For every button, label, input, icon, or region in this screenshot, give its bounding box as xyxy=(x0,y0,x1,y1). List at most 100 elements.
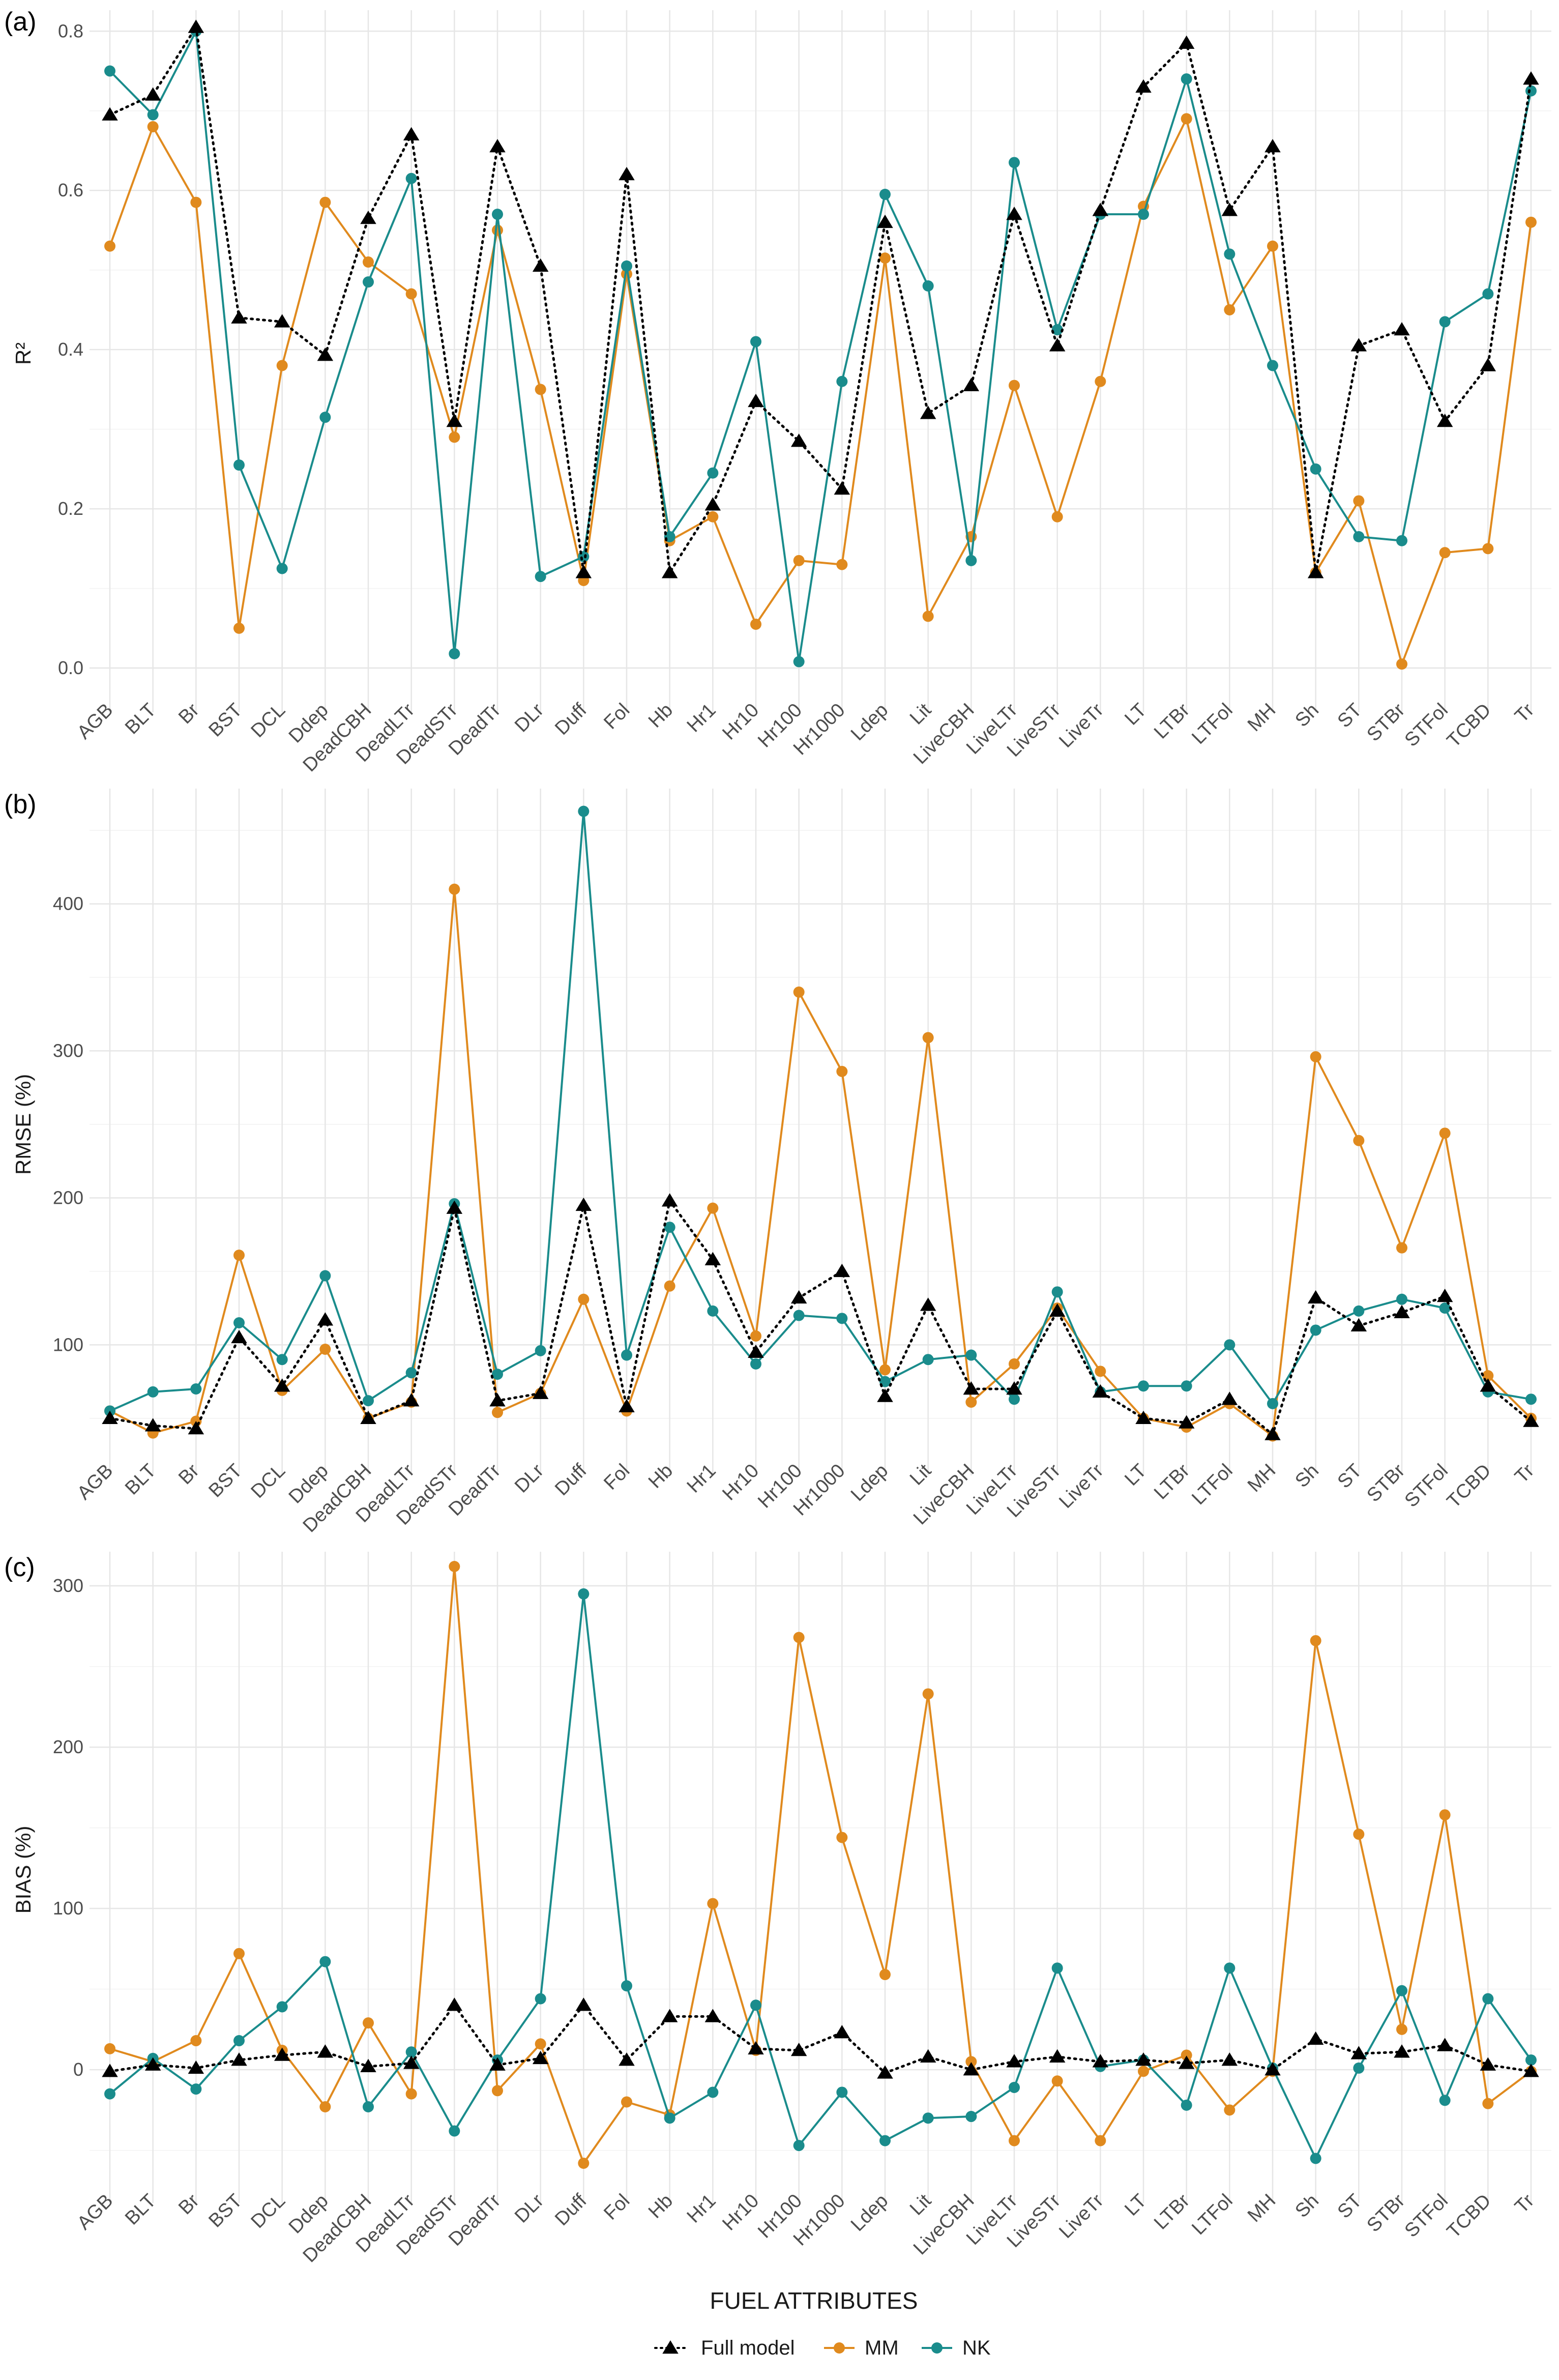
point-mm xyxy=(836,1066,848,1077)
point-nk xyxy=(621,1980,632,1992)
point-full-model xyxy=(1394,2044,1410,2058)
x-tick-label: Br xyxy=(174,2190,203,2219)
point-full-model xyxy=(619,2052,635,2066)
point-full-model xyxy=(1264,2062,1281,2076)
point-full-model xyxy=(1049,338,1066,352)
x-tick-label: DCL xyxy=(247,1460,289,1502)
point-mm xyxy=(793,1632,805,1643)
x-tick-label: Tr xyxy=(1511,699,1538,727)
legend-marker-mm xyxy=(834,2342,845,2354)
series-line-full-model xyxy=(108,2004,1533,2074)
point-nk xyxy=(1009,1394,1020,1405)
series-line-nk xyxy=(109,30,1532,663)
point-nk xyxy=(965,2111,977,2123)
point-nk xyxy=(836,375,848,387)
point-nk xyxy=(793,656,805,667)
point-full-model xyxy=(1264,139,1281,153)
x-tick-label: ST xyxy=(1334,2190,1366,2223)
point-mm xyxy=(147,121,159,133)
point-full-model xyxy=(446,1200,463,1214)
point-mm xyxy=(578,1293,590,1305)
point-full-model xyxy=(748,393,764,408)
x-tick-label: DLr xyxy=(511,699,548,736)
point-mm xyxy=(405,288,417,300)
point-mm xyxy=(1181,113,1192,125)
point-mm xyxy=(707,511,719,523)
x-tick-label: BLT xyxy=(121,700,160,739)
point-nk xyxy=(1525,85,1537,97)
x-tick-label: LiveTr xyxy=(1055,2190,1108,2243)
y-tick-label: 300 xyxy=(53,1575,83,1596)
point-mm xyxy=(449,1561,460,1573)
point-full-model xyxy=(1135,1410,1152,1425)
point-full-model xyxy=(790,2043,807,2056)
point-full-model xyxy=(1350,1318,1367,1332)
legend-label-mm: MM xyxy=(865,2337,899,2359)
point-mm xyxy=(1051,511,1063,523)
x-tick-label: Duff xyxy=(551,1460,591,1500)
point-full-model xyxy=(231,310,247,324)
point-mm xyxy=(104,2043,115,2054)
point-mm xyxy=(1138,2066,1149,2077)
point-nk xyxy=(363,1395,374,1407)
point-nk xyxy=(190,1383,202,1395)
x-tick-label: LTBr xyxy=(1150,699,1194,743)
point-mm xyxy=(879,1969,891,1981)
point-full-model xyxy=(575,1997,592,2011)
y-tick-label: 0.0 xyxy=(58,657,83,678)
point-full-model xyxy=(877,2065,893,2079)
x-tick-label: LT xyxy=(1121,700,1151,730)
point-full-model xyxy=(1523,1413,1539,1427)
point-full-model xyxy=(188,19,204,33)
point-nk xyxy=(1051,1962,1063,1974)
point-nk xyxy=(1310,2153,1321,2164)
y-axis-title: RMSE (%) xyxy=(11,1074,35,1175)
point-full-model xyxy=(920,1297,936,1311)
y-tick-label: 0.6 xyxy=(58,180,83,200)
point-nk xyxy=(233,459,245,471)
point-mm xyxy=(707,1202,719,1214)
point-mm xyxy=(363,256,374,268)
legend-marker-nk xyxy=(931,2342,943,2354)
y-tick-label: 100 xyxy=(53,1334,83,1355)
point-nk xyxy=(1396,1293,1407,1305)
point-mm xyxy=(1224,304,1236,315)
point-full-model xyxy=(1178,2055,1195,2069)
x-tick-label: STFol xyxy=(1401,1460,1452,1512)
point-nk xyxy=(1009,157,1020,168)
series-line-nk xyxy=(109,810,1532,1412)
point-full-model xyxy=(834,481,850,495)
point-full-model xyxy=(575,1197,592,1211)
point-nk xyxy=(276,563,288,574)
point-nk xyxy=(879,2135,891,2146)
point-nk xyxy=(1224,1339,1236,1351)
point-nk xyxy=(578,1588,590,1600)
legend: Full model MM NK xyxy=(654,2337,991,2359)
point-full-model xyxy=(661,1193,678,1207)
point-full-model xyxy=(1307,565,1324,578)
point-full-model xyxy=(963,2062,980,2076)
point-nk xyxy=(405,2046,417,2058)
x-tick-label: LiveTr xyxy=(1055,1460,1108,1513)
point-mm xyxy=(492,1407,503,1418)
x-tick-label: DCL xyxy=(247,2190,289,2232)
x-tick-label: AGB xyxy=(73,700,117,743)
point-full-model xyxy=(877,1388,893,1402)
point-full-model xyxy=(1480,2057,1496,2071)
point-nk xyxy=(1051,324,1063,336)
point-mm xyxy=(449,431,460,443)
point-full-model xyxy=(532,258,549,272)
point-mm xyxy=(1267,240,1278,252)
point-full-model xyxy=(188,1421,204,1435)
point-mm xyxy=(879,252,891,264)
point-nk xyxy=(965,555,977,566)
point-nk xyxy=(1482,1993,1494,2005)
point-full-model xyxy=(1523,2064,1539,2077)
x-tick-label: ST xyxy=(1334,700,1366,732)
point-nk xyxy=(836,1313,848,1324)
x-tick-label: Lit xyxy=(906,2190,935,2219)
point-full-model xyxy=(748,1344,764,1358)
point-full-model xyxy=(1307,1290,1324,1304)
